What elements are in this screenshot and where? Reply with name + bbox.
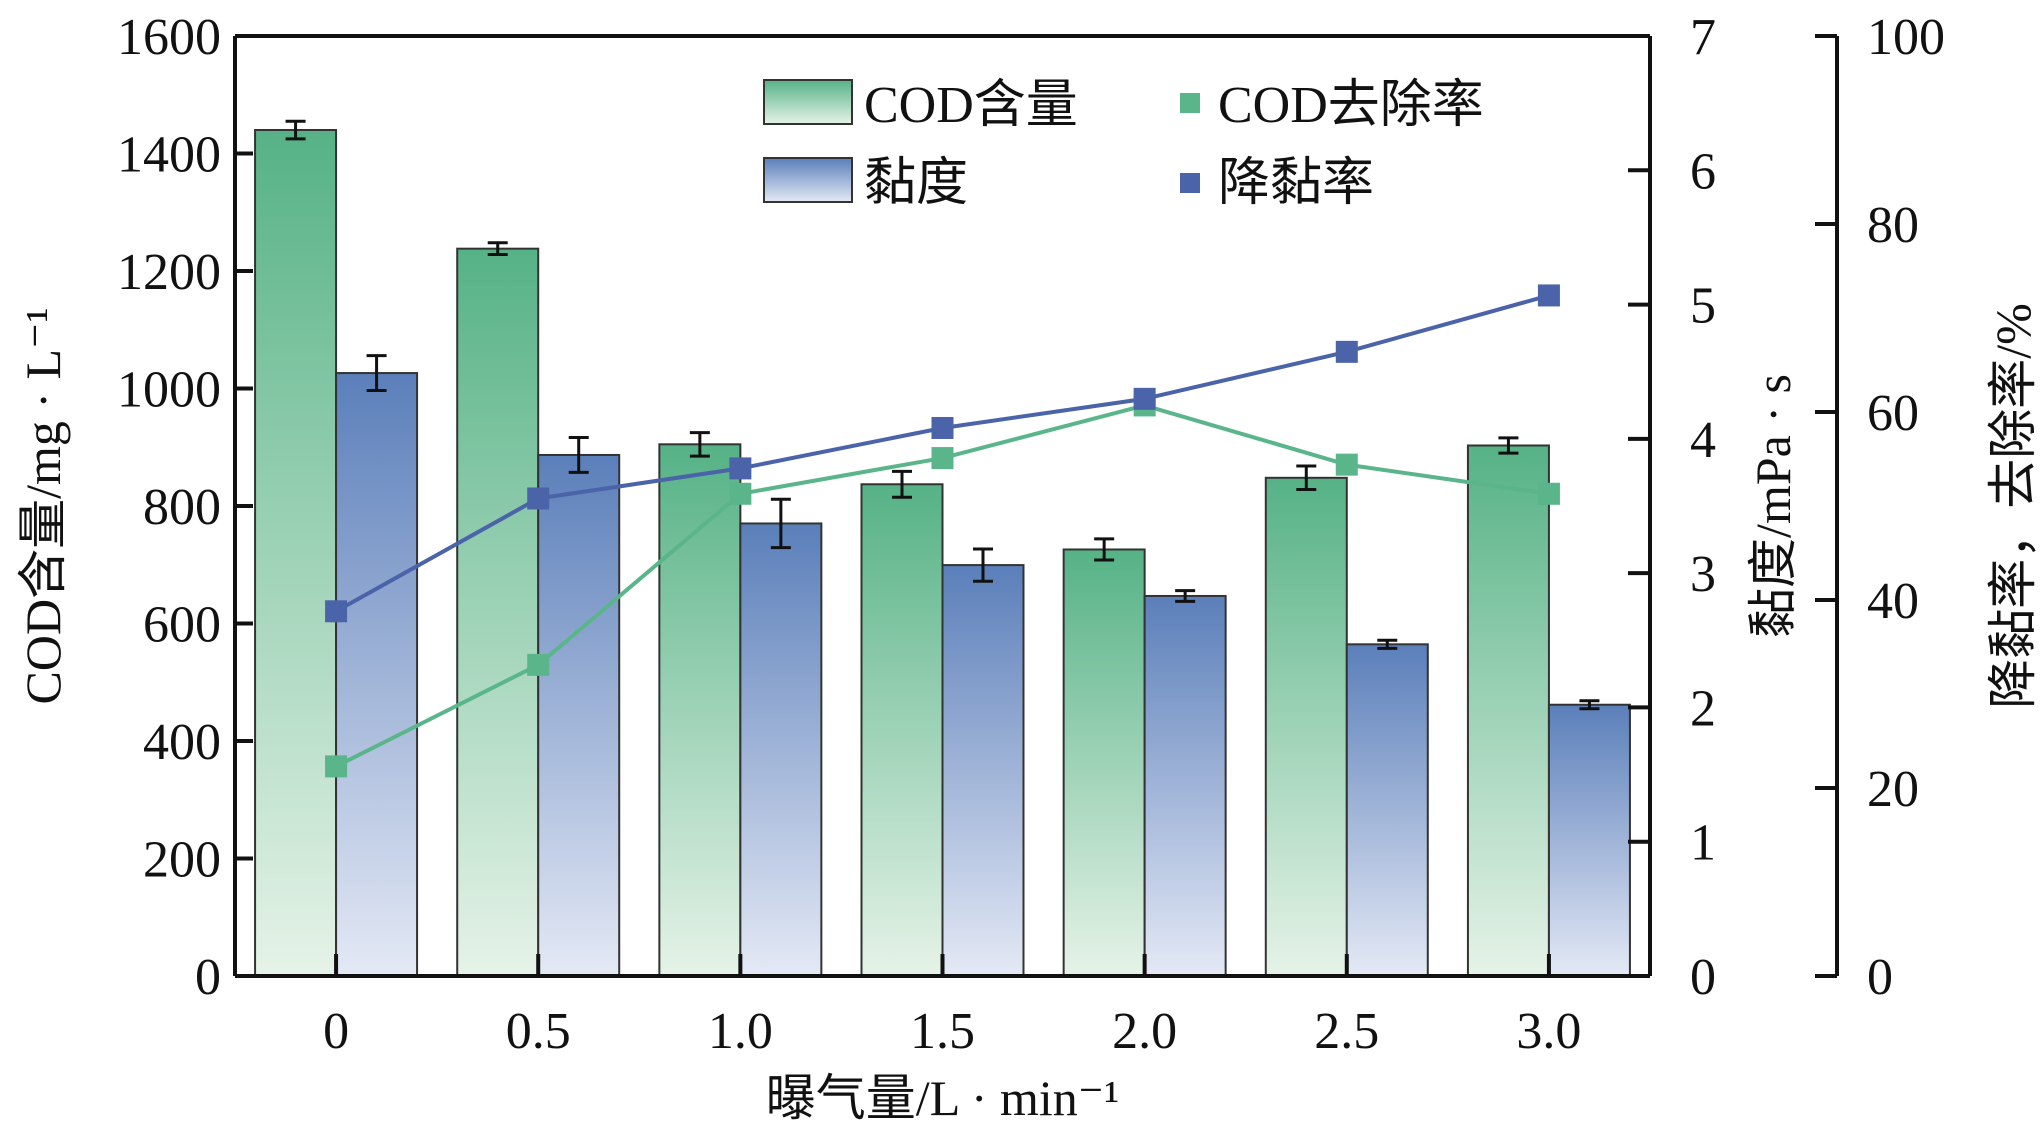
tick-label-right1: 1	[1690, 815, 1716, 872]
tick-label-right2: 80	[1867, 197, 1919, 254]
legend-marker-viscosity-reduction	[1180, 173, 1200, 193]
lines-layer	[325, 284, 1560, 778]
bar-cod	[456, 247, 540, 978]
tick-label-x: 2.0	[1112, 1003, 1177, 1060]
data-point	[325, 755, 348, 778]
legend-label-viscosity-reduction: 降黏率	[1218, 155, 1374, 212]
bar-viscosity	[1143, 594, 1227, 977]
tick-label-x: 2.5	[1314, 1003, 1379, 1060]
tick-label-x: 1.5	[910, 1003, 975, 1060]
tick-label-right2: 0	[1867, 949, 1893, 1006]
tick-label-x: 0	[323, 1003, 349, 1060]
tick-label-left: 1600	[117, 9, 221, 66]
data-point	[527, 487, 550, 510]
y-axis-right1-title: 黏度/mPa · s	[1745, 374, 1801, 638]
bar-viscosity	[1547, 703, 1631, 977]
tick-label-right1: 7	[1690, 9, 1716, 66]
tick-label-right1: 3	[1690, 546, 1716, 603]
tick-label-right1: 6	[1690, 143, 1716, 200]
tick-label-left: 1200	[117, 244, 221, 301]
bar-cod	[1264, 476, 1348, 977]
data-point	[931, 416, 954, 439]
data-point	[1537, 482, 1560, 505]
data-point	[1335, 340, 1358, 363]
data-point	[1133, 387, 1156, 410]
y-axis-right2-title: 降黏率，去除率/%	[1985, 303, 2041, 709]
axes-layer: 0200400600800100012001400160001234567020…	[15, 9, 2041, 1126]
tick-label-left: 400	[143, 714, 221, 771]
data-point	[729, 482, 752, 505]
bar-viscosity	[1345, 643, 1429, 977]
tick-label-x: 3.0	[1516, 1003, 1581, 1060]
data-point	[729, 457, 752, 480]
tick-label-right1: 0	[1690, 949, 1716, 1006]
legend-label-viscosity: 黏度	[864, 155, 968, 212]
legend-swatch-cod	[763, 79, 853, 125]
x-axis-title: 曝气量/L · min⁻¹	[766, 1070, 1119, 1126]
tick-label-left: 200	[143, 832, 221, 889]
bar-cod	[1466, 444, 1550, 977]
tick-label-left: 600	[143, 597, 221, 654]
tick-label-left: 1000	[117, 362, 221, 419]
tick-label-right2: 100	[1867, 9, 1945, 66]
bar-cod	[1062, 548, 1146, 977]
data-point	[325, 600, 348, 623]
tick-label-right1: 5	[1690, 278, 1716, 335]
legend-marker-cod-removal	[1180, 93, 1200, 113]
tick-label-left: 0	[195, 949, 221, 1006]
y-axis-left-title: COD含量/mg · L⁻¹	[15, 308, 71, 705]
data-point	[527, 653, 550, 676]
data-point	[931, 447, 954, 470]
bar-viscosity	[335, 372, 419, 977]
bar-viscosity	[941, 564, 1025, 977]
bar-cod	[254, 129, 338, 977]
tick-label-left: 1400	[117, 127, 221, 184]
tick-label-right2: 20	[1867, 761, 1919, 818]
bar-viscosity	[537, 453, 621, 977]
legend-label-cod-removal: COD去除率	[1218, 77, 1484, 134]
bar-viscosity	[739, 522, 823, 977]
tick-label-right2: 40	[1867, 573, 1919, 630]
legend-swatch-viscosity	[763, 157, 853, 203]
bar-cod	[658, 443, 742, 977]
tick-label-x: 1.0	[708, 1003, 773, 1060]
tick-label-x: 0.5	[506, 1003, 571, 1060]
tick-label-right1: 2	[1690, 680, 1716, 737]
legend-label-cod: COD含量	[864, 77, 1078, 134]
data-point	[1537, 284, 1560, 307]
tick-label-right2: 60	[1867, 385, 1919, 442]
bar-cod	[860, 483, 944, 977]
data-point	[1335, 453, 1358, 476]
tick-label-left: 800	[143, 479, 221, 536]
bars-layer	[254, 119, 1631, 978]
tick-label-right1: 4	[1690, 412, 1716, 469]
